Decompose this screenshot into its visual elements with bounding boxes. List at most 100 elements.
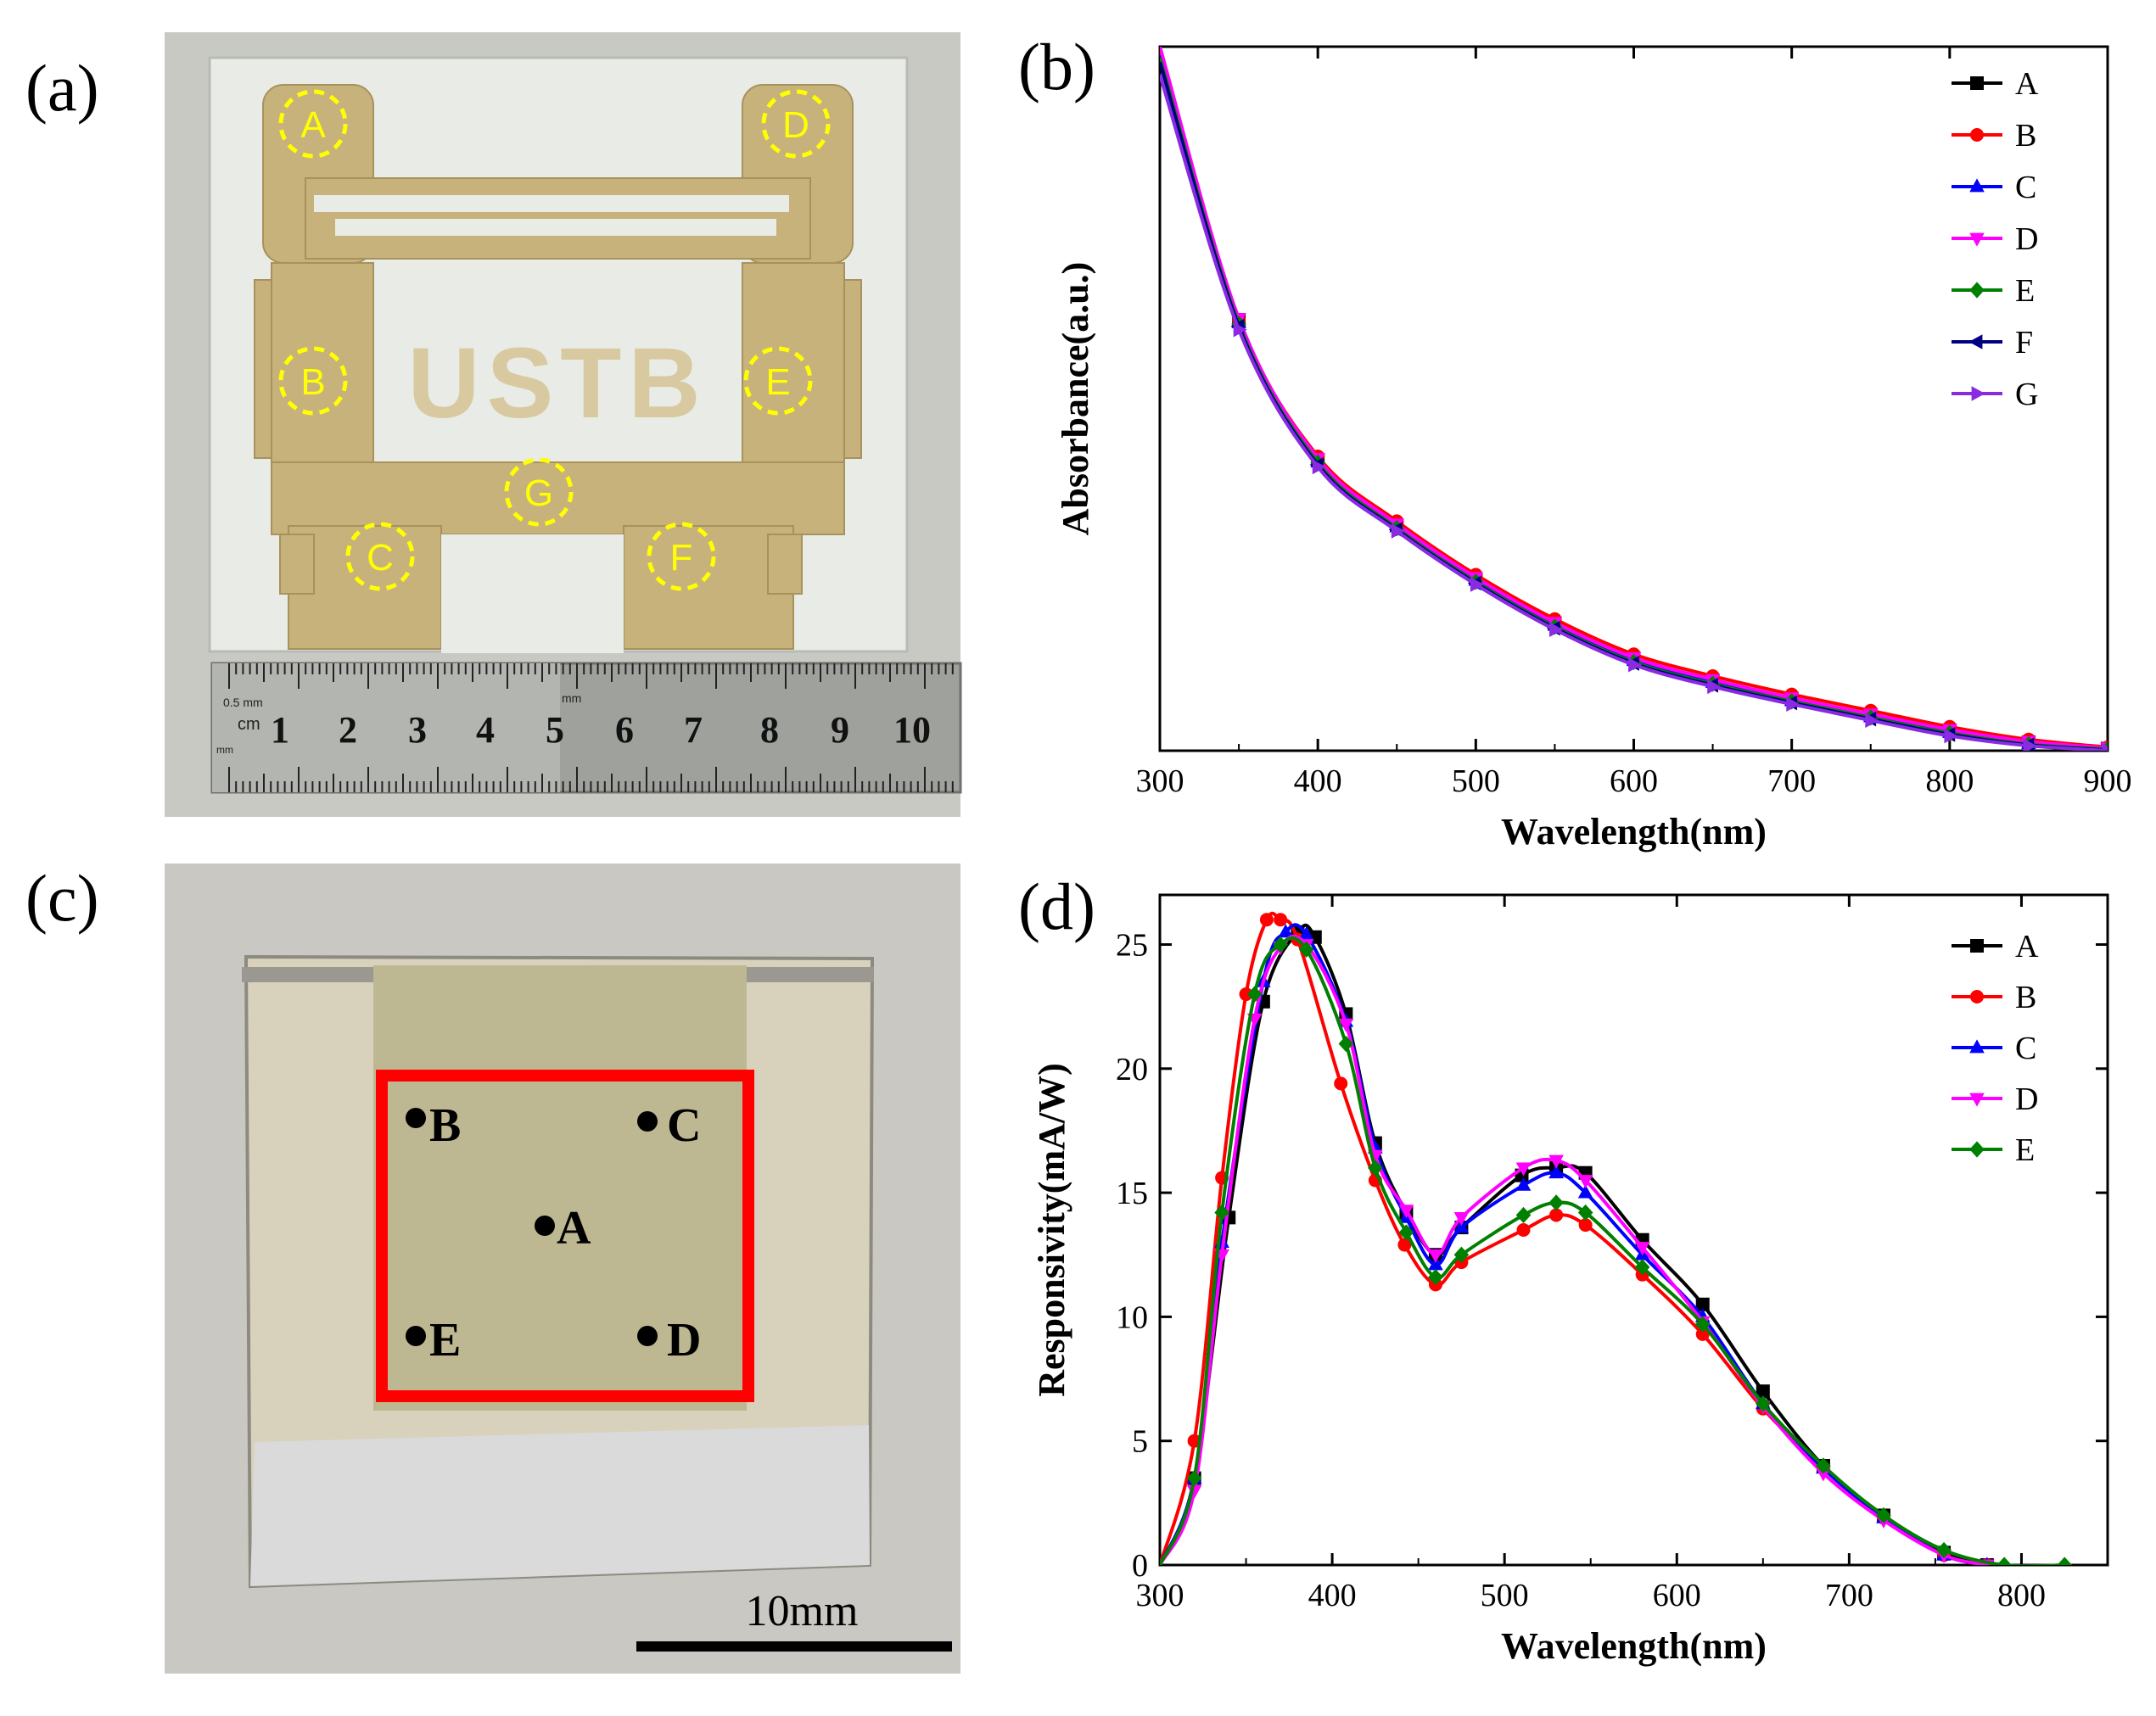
- point-label-c: C: [367, 537, 394, 579]
- scale-bar: [636, 1641, 952, 1652]
- data-point-C: [1453, 1219, 1470, 1233]
- panel-label-c: (c): [25, 861, 99, 935]
- data-point-D: [1548, 1154, 1564, 1169]
- x-tick-label: 800: [1997, 1578, 2046, 1613]
- point-dot-e: [406, 1326, 426, 1346]
- legend-label-F: F: [2015, 325, 2033, 361]
- legend-label-G: G: [2015, 377, 2038, 412]
- data-point-E: [1634, 1259, 1650, 1276]
- series-B: [1160, 48, 2108, 751]
- data-point-E: [1214, 1204, 1229, 1221]
- legend-label-A: A: [2015, 929, 2039, 964]
- series-line-A: [1160, 923, 1988, 1565]
- y-tick-label: 20: [1116, 1052, 1148, 1087]
- panel-label-b: (b): [1018, 30, 1095, 103]
- data-point-C: [1298, 926, 1314, 941]
- series-line-B: [1160, 48, 2108, 749]
- plot-area: [1160, 47, 2108, 751]
- series-C: [1160, 923, 1992, 1565]
- logo-window: [378, 280, 738, 458]
- data-point-G: [1628, 657, 1643, 673]
- ruler-number-6: 6: [615, 709, 634, 751]
- legend-label-E: E: [2015, 273, 2035, 309]
- data-point-C: [1548, 1165, 1564, 1179]
- legend-label-D: D: [2015, 221, 2038, 257]
- data-point-B: [1397, 1238, 1412, 1252]
- data-point-E: [2057, 1557, 2073, 1565]
- series-line-D: [1160, 934, 1988, 1565]
- series-E: [1160, 936, 2073, 1565]
- point-label-b: B: [300, 361, 325, 403]
- point-label-c-e: E: [429, 1314, 461, 1367]
- ruler-number-3: 3: [408, 709, 427, 751]
- panel-label-a: (a): [25, 51, 99, 125]
- legend-marker-G: [1971, 386, 1985, 401]
- series-line-G: [1160, 74, 2108, 751]
- data-point-G: [1865, 713, 1879, 729]
- legend-label-B: B: [2015, 118, 2036, 154]
- data-point-E: [1453, 1246, 1470, 1263]
- legend-label-A: A: [2015, 66, 2039, 102]
- point-label-g: G: [524, 472, 553, 514]
- series-G: [1160, 74, 2108, 751]
- point-dot-a: [535, 1216, 555, 1236]
- legend-label-D: D: [2015, 1082, 2038, 1117]
- data-point-C: [1577, 1184, 1593, 1199]
- panel-label-d: (d): [1018, 869, 1095, 943]
- ruler-number-7: 7: [684, 709, 703, 751]
- highlight-circle-a: [278, 89, 348, 159]
- point-label-c-d: D: [667, 1314, 701, 1367]
- point-label-d: D: [782, 104, 809, 146]
- data-point-D: [1428, 1249, 1443, 1263]
- data-point-G: [2023, 738, 2037, 751]
- data-point-D: [1453, 1211, 1470, 1226]
- series-D: [1160, 934, 1995, 1565]
- legend-marker-D: [1969, 1093, 1985, 1107]
- x-tick-label: 700: [1825, 1578, 1873, 1613]
- data-point-E: [1186, 1469, 1202, 1487]
- data-point-E: [1876, 1506, 1891, 1524]
- highlight-circle-f: [647, 522, 716, 591]
- highlight-circle-g: [504, 457, 574, 527]
- data-point-E: [1996, 1557, 2012, 1565]
- data-point-C: [1428, 1256, 1443, 1271]
- x-tick-label: 700: [1767, 763, 1816, 799]
- x-tick-label: 800: [1925, 763, 1974, 799]
- film-region: [373, 965, 747, 1411]
- point-dot-d: [637, 1326, 658, 1346]
- absorbance-chart: 300 400 500 600 700 800 900 Wavelength(nm) Absor…: [1055, 45, 2132, 852]
- data-point-G: [1786, 696, 1800, 713]
- data-point-D: [1634, 1242, 1650, 1256]
- x-tick-label: 400: [1294, 763, 1342, 799]
- data-point-D: [1515, 1162, 1532, 1177]
- ruler-number-10: 10: [893, 709, 931, 751]
- point-label-f: F: [670, 537, 693, 579]
- x-tick-label: 600: [1653, 1578, 1701, 1613]
- point-label-c-a: A: [557, 1202, 591, 1255]
- data-point-D: [1398, 1205, 1414, 1219]
- ruler-number-2: 2: [339, 709, 357, 751]
- series-line-D: [1160, 47, 2108, 750]
- x-axis-label: Wavelength(nm): [1501, 811, 1767, 852]
- legend-label-E: E: [2015, 1132, 2035, 1168]
- series-line-C: [1160, 923, 1988, 1565]
- data-point-E: [1694, 1316, 1711, 1333]
- data-point-D: [1577, 1175, 1593, 1189]
- data-point-G: [1470, 577, 1484, 592]
- legend-marker-B: [1970, 128, 1984, 142]
- legend-marker-B: [1970, 990, 1984, 1003]
- series-line-A: [1160, 53, 2108, 751]
- ruler-number-8: 8: [760, 709, 779, 751]
- point-dot-c: [637, 1111, 658, 1132]
- data-point-B: [1334, 1076, 1348, 1091]
- x-tick-label: 300: [1136, 763, 1184, 799]
- highlight-circle-b: [278, 346, 348, 416]
- data-point-E: [1515, 1206, 1532, 1224]
- y-tick-label: 15: [1116, 1176, 1148, 1211]
- ruler-small-label-2: mm: [216, 744, 233, 756]
- data-point-B: [1274, 913, 1288, 927]
- data-point-G: [1944, 728, 1958, 744]
